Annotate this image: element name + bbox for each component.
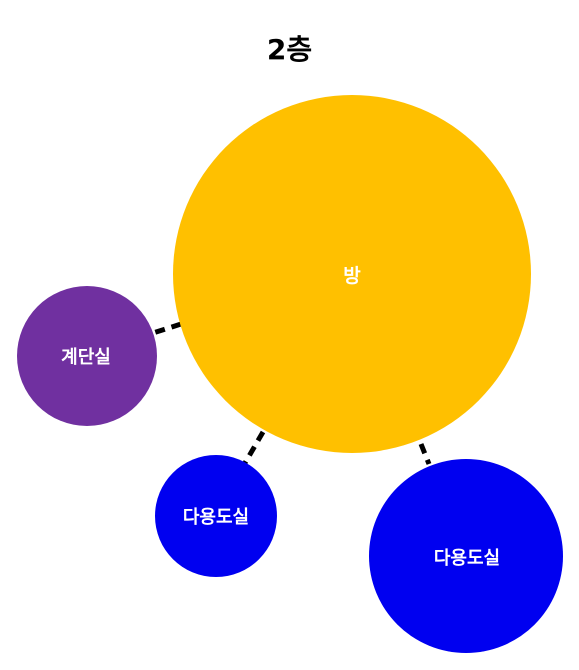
connector-room-stairs (149, 321, 182, 337)
node-stairs-label: 계단실 (61, 347, 111, 368)
node-room: 방 (173, 95, 531, 453)
connector-room-multipurpose-large (418, 443, 432, 465)
node-multipurpose-large-label: 다용도실 (434, 548, 500, 569)
node-multipurpose-small: 다용도실 (155, 455, 277, 577)
node-room-label: 방 (343, 265, 361, 287)
node-stairs: 계단실 (17, 286, 157, 426)
node-multipurpose-large: 다용도실 (369, 459, 563, 653)
node-multipurpose-small-label: 다용도실 (183, 507, 249, 528)
node-room-circle (173, 95, 531, 453)
node-stairs-circle (17, 286, 157, 426)
connector-room-multipurpose-small (242, 430, 266, 465)
node-multipurpose-small-circle (155, 455, 277, 577)
page-title: 2층 (266, 33, 313, 66)
node-multipurpose-large-circle (369, 459, 563, 653)
